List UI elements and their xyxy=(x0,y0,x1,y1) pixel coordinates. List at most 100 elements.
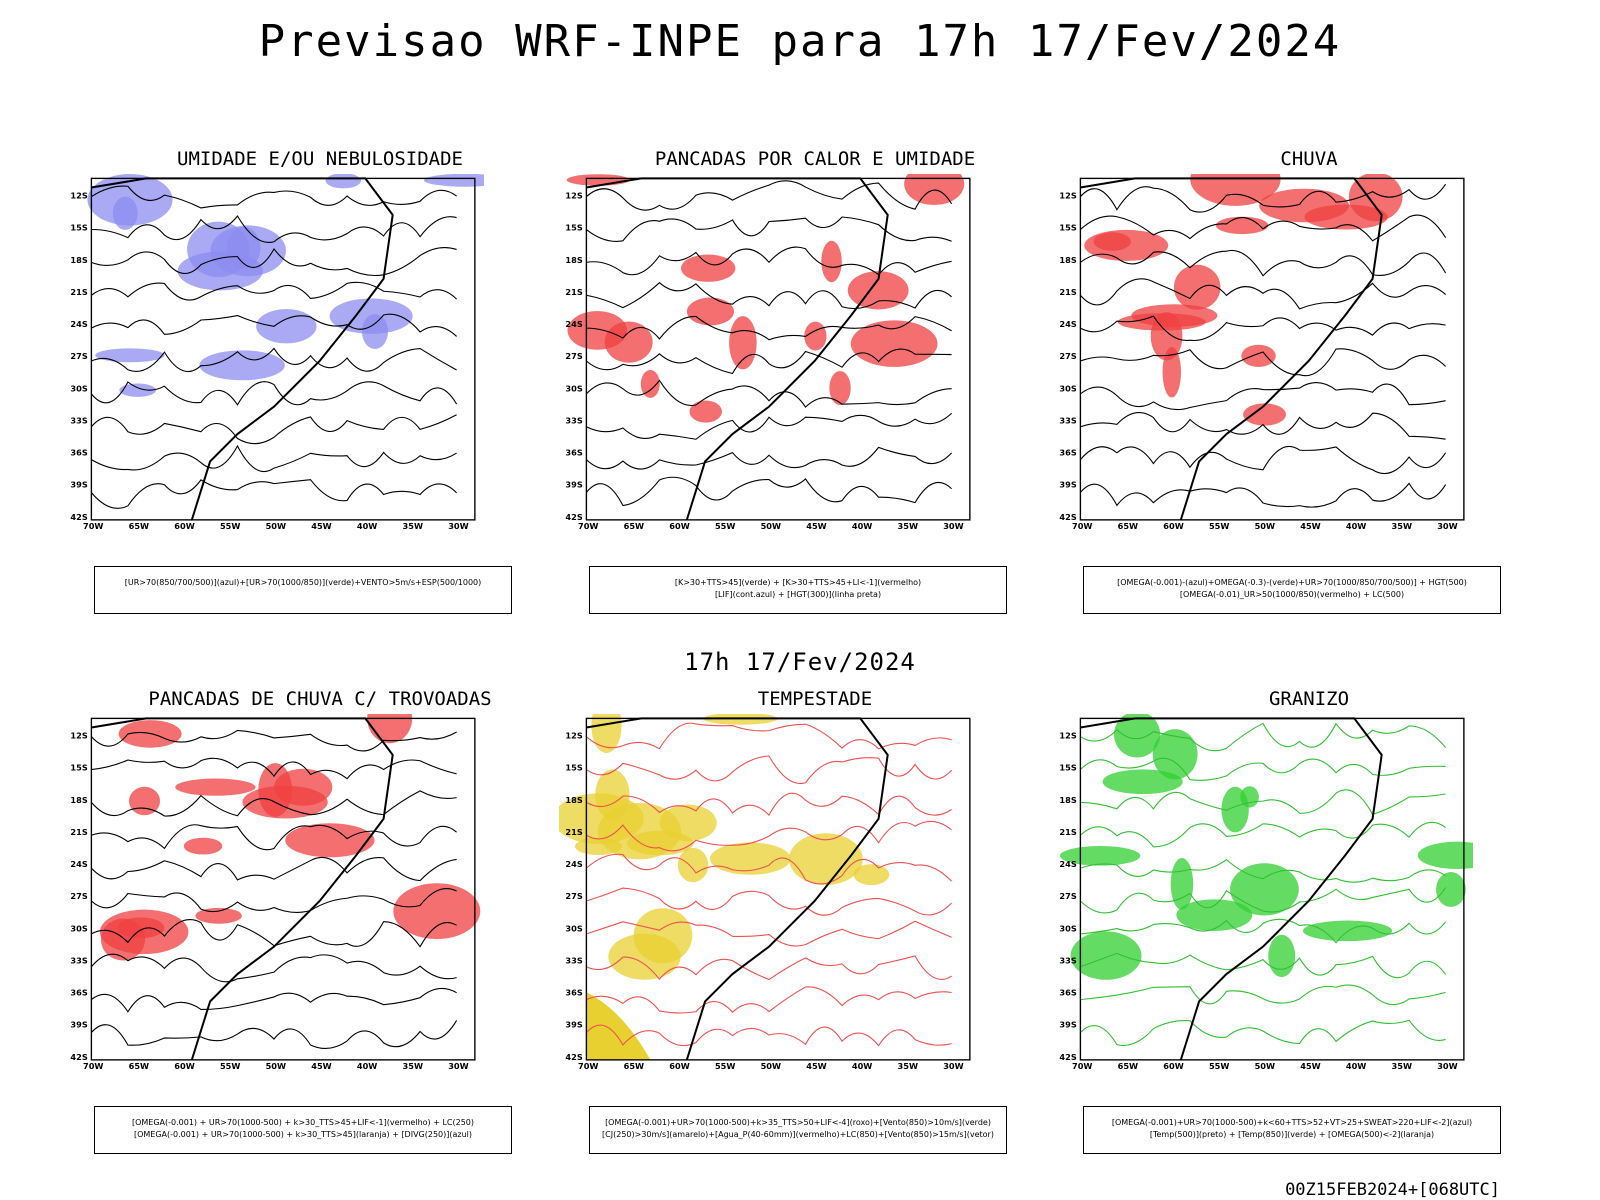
latitude-label: 30S xyxy=(70,383,87,393)
latitude-label: 18S xyxy=(565,795,582,805)
latitude-label: 36S xyxy=(70,448,87,458)
coastline xyxy=(91,717,394,1061)
map-panel-3: CHUVA 12S 15S 18S 21S 24S 27S 30S 33S 36S 39S 42S 70… xyxy=(1059,148,1501,628)
latitude-label: 15S xyxy=(70,223,87,233)
longitude-label: 65W xyxy=(1118,521,1138,531)
latitude-label: 36S xyxy=(70,988,87,998)
latitude-label: 42S xyxy=(565,1052,582,1062)
forecast-field-area xyxy=(195,907,242,924)
forecast-field-area xyxy=(689,400,722,423)
longitude-label: 50W xyxy=(761,521,781,531)
forecast-field-area xyxy=(1417,841,1473,870)
forecast-field-area xyxy=(199,350,285,381)
latitude-label: 39S xyxy=(1059,1020,1076,1030)
latitude-label: 12S xyxy=(1059,190,1076,200)
longitude-label: 30W xyxy=(448,521,468,531)
latitude-label: 21S xyxy=(1059,287,1076,297)
contour-line xyxy=(90,1020,458,1050)
forecast-field-area xyxy=(640,369,660,398)
forecast-field-area xyxy=(99,909,189,955)
longitude-label: 40W xyxy=(1346,1061,1366,1071)
forecast-field-area xyxy=(853,864,890,886)
forecast-field-area xyxy=(729,316,757,370)
map-frame xyxy=(90,717,476,1061)
forecast-field-area xyxy=(1113,714,1161,758)
contour-line xyxy=(90,479,457,509)
latitude-label: 21S xyxy=(1059,827,1076,837)
longitude-label: 65W xyxy=(1118,1061,1138,1071)
forecast-field-area xyxy=(559,793,644,844)
forecast-field-area xyxy=(95,348,165,363)
longitude-label: 30W xyxy=(943,521,963,531)
forecast-field-area xyxy=(567,311,628,350)
contour-line xyxy=(1079,183,1447,213)
longitude-label: 50W xyxy=(1255,521,1275,531)
panel-legend: [K>30+TTS>45](verde) + [K>30+TTS>45+LI<-… xyxy=(589,566,1007,614)
forecast-field-area xyxy=(850,320,938,367)
contour-line xyxy=(1080,789,1446,816)
map-frame xyxy=(1079,177,1465,521)
latitude-label: 33S xyxy=(565,415,582,425)
longitude-label: 45W xyxy=(311,521,331,531)
run-timestamp: 00Z15FEB2024+[068UTC] xyxy=(1285,1180,1500,1200)
contour-line xyxy=(586,792,952,817)
forecast-field-area xyxy=(256,309,317,344)
latitude-label: 36S xyxy=(565,448,582,458)
contour-line xyxy=(1080,858,1446,883)
panel-legend: [OMEGA(-0.001) + UR>70(1000-500) + k>30_… xyxy=(94,1106,512,1154)
latitude-label: 42S xyxy=(1059,1052,1076,1062)
longitude-label: 35W xyxy=(898,1061,918,1071)
latitude-label: 15S xyxy=(1059,223,1076,233)
contour-line xyxy=(586,887,953,916)
latitude-label: 39S xyxy=(70,480,87,490)
forecast-field-area xyxy=(1150,312,1183,361)
forecast-field-area xyxy=(1093,232,1131,251)
latitude-label: 30S xyxy=(70,923,87,933)
longitude-label: 40W xyxy=(357,1061,377,1071)
longitude-label: 55W xyxy=(1209,521,1229,531)
forecast-field-area xyxy=(175,778,256,796)
contour-line xyxy=(586,853,953,885)
forecast-field-area xyxy=(1436,872,1466,907)
latitude-label: 42S xyxy=(70,512,87,522)
contour-line xyxy=(91,444,457,473)
contour-line xyxy=(90,381,458,406)
latitude-label: 21S xyxy=(70,827,87,837)
legend-line: [UR>70(850/700/500)](azul)+[UR>70(1000/8… xyxy=(124,578,482,587)
latitude-label: 42S xyxy=(565,512,582,522)
panel-legend: [OMEGA(-0.001)+UR>70(1000-500)+k>35_TTS>… xyxy=(589,1106,1007,1154)
contour-line xyxy=(586,281,952,310)
legend-line: [OMEGA(-0.001)-(azul)+OMEGA(-0.3)-(verde… xyxy=(1117,578,1467,587)
map-panel-1: UMIDADE E/OU NEBULOSIDADE 12S 15S 18S 21S 24S… xyxy=(70,148,512,628)
panel-title: CHUVA xyxy=(1280,148,1338,170)
latitude-label: 15S xyxy=(565,763,582,773)
longitude-label: 40W xyxy=(1346,521,1366,531)
longitude-label: 55W xyxy=(220,521,240,531)
latitude-label: 39S xyxy=(565,480,582,490)
contour-line xyxy=(586,412,952,440)
contour-line xyxy=(90,953,457,983)
longitude-label: 45W xyxy=(806,1061,826,1071)
latitude-label: 12S xyxy=(70,190,87,200)
contour-line xyxy=(91,888,457,913)
latitude-label: 12S xyxy=(565,190,582,200)
longitude-label: 40W xyxy=(357,521,377,531)
forecast-field-area xyxy=(1176,899,1253,931)
longitude-label: 35W xyxy=(898,521,918,531)
contour-line xyxy=(586,446,953,470)
forecast-field-area xyxy=(1241,344,1276,368)
longitude-label: 60W xyxy=(669,1061,689,1071)
latitude-label: 24S xyxy=(70,319,87,329)
contour-line xyxy=(585,476,952,507)
forecast-field-area xyxy=(566,174,630,186)
longitude-label: 35W xyxy=(403,1061,423,1071)
forecast-field-area xyxy=(1170,857,1194,910)
longitude-label: 60W xyxy=(669,521,689,531)
latitude-label: 15S xyxy=(565,223,582,233)
panel-title: PANCADAS DE CHUVA C/ TROVOADAS xyxy=(148,688,492,710)
map-frame xyxy=(1079,717,1465,1061)
forecast-field-area xyxy=(804,321,827,351)
contour-line xyxy=(586,722,952,750)
forecast-field-area xyxy=(285,823,375,858)
